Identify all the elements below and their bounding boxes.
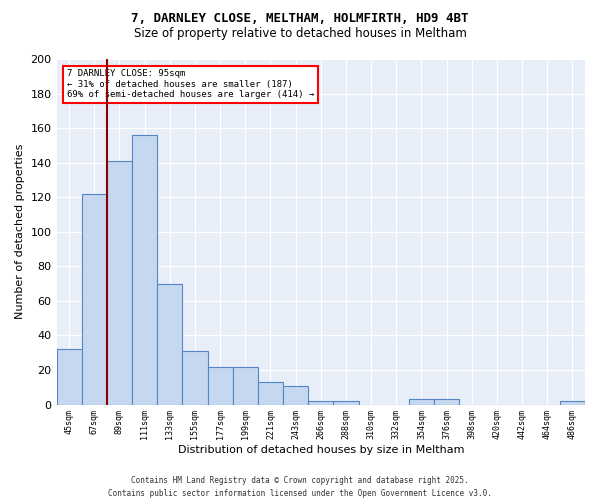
Bar [560,401,585,404]
Bar [182,351,208,405]
Text: 7, DARNLEY CLOSE, MELTHAM, HOLMFIRTH, HD9 4BT: 7, DARNLEY CLOSE, MELTHAM, HOLMFIRTH, HD… [131,12,469,26]
Bar [409,400,434,404]
Bar [157,284,182,405]
X-axis label: Distribution of detached houses by size in Meltham: Distribution of detached houses by size … [178,445,464,455]
Bar [233,366,258,405]
Bar [308,401,334,404]
Bar [208,366,233,405]
Bar [107,161,132,404]
Bar [434,400,459,404]
Bar [82,194,107,404]
Bar [258,382,283,404]
Bar [283,386,308,404]
Text: Size of property relative to detached houses in Meltham: Size of property relative to detached ho… [134,28,466,40]
Bar [334,401,359,404]
Y-axis label: Number of detached properties: Number of detached properties [15,144,25,320]
Text: 7 DARNLEY CLOSE: 95sqm
← 31% of detached houses are smaller (187)
69% of semi-de: 7 DARNLEY CLOSE: 95sqm ← 31% of detached… [67,70,314,99]
Bar [132,135,157,404]
Bar [56,350,82,405]
Text: Contains HM Land Registry data © Crown copyright and database right 2025.
Contai: Contains HM Land Registry data © Crown c… [108,476,492,498]
